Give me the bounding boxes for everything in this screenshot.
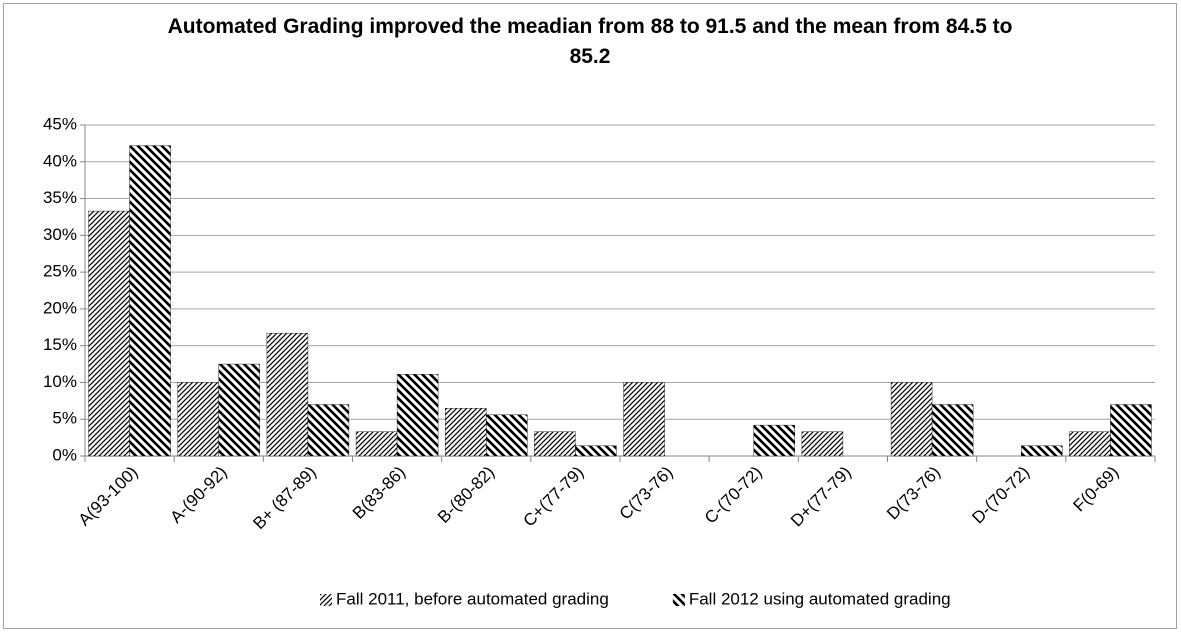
bar xyxy=(801,431,844,457)
x-tick-label: B+ (87-89) xyxy=(249,463,320,534)
bar xyxy=(129,145,171,457)
bar xyxy=(177,382,219,457)
bar xyxy=(218,363,260,457)
bar xyxy=(396,374,439,457)
bar xyxy=(1069,431,1111,457)
legend-label: Fall 2011, before automated grading xyxy=(336,589,609,608)
bar xyxy=(355,431,398,457)
y-tick-label: 35% xyxy=(43,188,77,207)
y-tick-label: 15% xyxy=(43,335,77,354)
legend: Fall 2011, before automated grading Fall … xyxy=(320,589,951,608)
y-tick-label: 45% xyxy=(43,114,77,133)
bar xyxy=(1110,404,1152,457)
bar xyxy=(623,382,665,457)
y-tick-label: 25% xyxy=(43,262,77,281)
x-tick-label: B(83-86) xyxy=(349,463,409,523)
x-tick-label: D-(70-72) xyxy=(968,463,1033,528)
chart-frame xyxy=(3,3,1177,629)
legend-label: Fall 2012 using automated grading xyxy=(689,589,951,608)
chart-title: Automated Grading improved the meadian f… xyxy=(167,15,1013,68)
bar xyxy=(486,414,528,457)
bar xyxy=(534,431,576,457)
y-tick-label: 0% xyxy=(52,445,77,464)
bar xyxy=(753,424,795,457)
bar xyxy=(931,404,974,457)
bar xyxy=(575,445,617,457)
y-tick-label: 10% xyxy=(43,372,77,391)
y-tick-label: 5% xyxy=(52,409,77,428)
x-tick-label: A-(90-92) xyxy=(167,463,231,527)
x-tick-label: D(73-76) xyxy=(883,463,944,524)
bar xyxy=(890,382,933,457)
legend-swatch xyxy=(320,594,332,606)
legend-swatch xyxy=(672,594,685,606)
y-tick-label: 20% xyxy=(43,298,77,317)
x-tick-label: C+(77-79) xyxy=(520,463,588,531)
x-tick-label: F(0-69) xyxy=(1070,463,1123,516)
x-tick-label: C(73-76) xyxy=(616,463,677,524)
x-tick-label: D+(77-79) xyxy=(787,463,855,531)
x-tick-label: B-(80-82) xyxy=(434,463,498,527)
y-tick-label: 30% xyxy=(43,225,77,244)
x-tick-label: C-(70-72) xyxy=(701,463,766,528)
bar xyxy=(266,332,309,457)
bar xyxy=(445,407,487,457)
bar xyxy=(307,404,350,457)
y-tick-label: 40% xyxy=(43,151,77,170)
x-tick-label: A(93-100) xyxy=(75,463,142,530)
bar xyxy=(1021,445,1063,457)
bar xyxy=(88,210,130,457)
